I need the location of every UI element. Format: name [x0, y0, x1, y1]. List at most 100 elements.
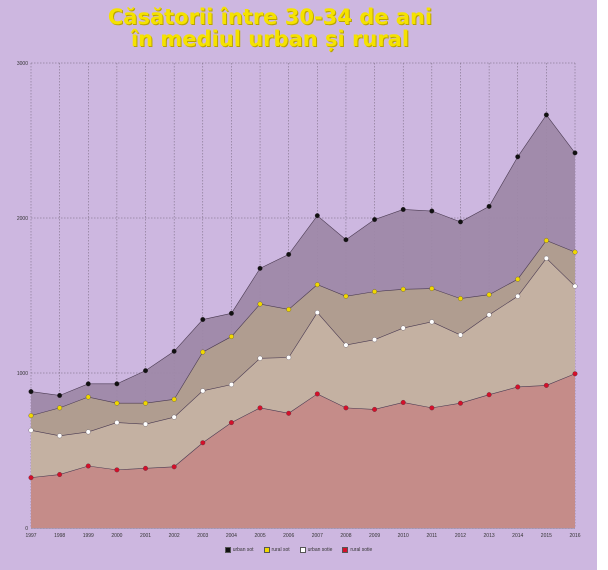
data-point-urban-sotie: [486, 312, 492, 318]
legend-swatch: [224, 547, 231, 553]
x-tick-label: 2015: [541, 533, 552, 539]
legend-swatch: [342, 547, 349, 553]
data-point-rural-sot: [286, 307, 292, 312]
chart-title-line-1: Căsătorii între 30-34 de ani: [107, 5, 433, 29]
x-tick-label: 2011: [426, 533, 437, 539]
x-tick-label: 2007: [312, 533, 323, 539]
data-point-urban-sot: [572, 150, 578, 156]
data-point-rural-sotie: [400, 400, 406, 405]
legend-item: urban sotie: [299, 547, 333, 553]
x-tick-label: 2012: [455, 533, 466, 539]
data-point-rural-sot: [228, 334, 234, 340]
data-point-rural-sot: [85, 394, 91, 400]
x-tick-label: 2016: [569, 533, 580, 539]
data-point-urban-sotie: [257, 355, 263, 361]
data-point-rural-sot: [372, 289, 378, 295]
data-point-urban-sot: [515, 154, 521, 160]
line-rural-sot: [30, 240, 576, 416]
data-point-urban-sot: [228, 310, 234, 316]
data-point-rural-sot: [486, 292, 492, 298]
area-rural-sotie: [31, 373, 575, 528]
data-point-rural-sotie: [515, 384, 521, 390]
data-point-rural-sot: [400, 286, 406, 292]
legend-label: rural sot: [271, 547, 290, 553]
legend-item: rural sotie: [342, 547, 372, 553]
data-point-urban-sot: [429, 208, 435, 214]
line-rural-sotie: [30, 373, 576, 478]
data-point-rural-sotie: [572, 371, 578, 377]
x-tick-label: 2009: [369, 533, 380, 539]
data-point-urban-sotie: [143, 421, 148, 427]
data-point-urban-sotie: [343, 342, 349, 348]
data-point-rural-sotie: [429, 405, 435, 411]
data-point-urban-sotie: [429, 319, 435, 325]
data-point-rural-sotie: [314, 391, 320, 397]
data-point-urban-sot: [400, 207, 406, 212]
chart-title-line-2: în mediul urban și rural: [130, 27, 410, 51]
data-point-urban-sot: [200, 317, 206, 322]
data-point-urban-sotie: [515, 293, 521, 299]
data-point-urban-sot: [286, 251, 292, 257]
y-tick-label: 1000: [17, 371, 28, 377]
x-tick-label: 2008: [340, 533, 351, 539]
line-urban-sot: [30, 114, 576, 396]
data-point-urban-sotie: [543, 255, 549, 261]
x-tick-label: 1998: [54, 533, 65, 539]
data-point-rural-sot: [57, 405, 63, 411]
data-point-urban-sot: [543, 112, 549, 118]
data-point-urban-sot: [171, 348, 177, 354]
data-point-urban-sot: [143, 368, 148, 374]
data-point-rural-sot: [572, 249, 578, 255]
data-point-rural-sot: [543, 238, 549, 243]
data-point-rural-sot: [200, 349, 206, 355]
data-point-urban-sot: [458, 219, 463, 225]
data-point-rural-sot: [515, 276, 521, 282]
legend-label: urban sotie: [307, 547, 333, 553]
data-point-rural-sotie: [200, 440, 206, 446]
x-tick-label: 2005: [254, 533, 265, 539]
data-point-rural-sot: [458, 296, 463, 302]
data-point-urban-sotie: [372, 337, 378, 343]
y-tick-label: 2000: [17, 216, 28, 222]
x-tick-label: 1997: [25, 533, 36, 539]
data-point-rural-sotie: [57, 472, 63, 477]
data-point-urban-sot: [28, 389, 34, 395]
x-tick-label: 2000: [111, 533, 122, 539]
data-point-urban-sotie: [314, 310, 320, 315]
data-point-rural-sotie: [28, 475, 34, 481]
data-point-urban-sotie: [228, 382, 234, 388]
data-point-rural-sotie: [228, 420, 234, 426]
data-point-urban-sotie: [57, 433, 63, 439]
legend-item: rural sot: [263, 547, 290, 553]
data-point-rural-sot: [114, 400, 120, 406]
legend-swatch: [263, 547, 270, 553]
legend-swatch: [299, 547, 306, 553]
legend-label: rural sotie: [350, 547, 373, 553]
x-tick-label: 2003: [197, 533, 208, 539]
data-point-urban-sotie: [28, 427, 34, 433]
data-point-urban-sot: [372, 217, 378, 222]
data-point-urban-sot: [114, 381, 120, 387]
data-point-urban-sotie: [85, 429, 91, 435]
data-point-rural-sotie: [372, 406, 378, 412]
data-point-rural-sotie: [257, 405, 263, 411]
data-point-urban-sotie: [400, 325, 406, 331]
x-tick-label: 2004: [226, 533, 237, 539]
y-tick-label: 0: [25, 526, 28, 532]
data-point-rural-sotie: [85, 463, 91, 469]
data-point-urban-sot: [85, 381, 91, 387]
line-urban-sotie: [30, 257, 576, 437]
data-point-rural-sot: [257, 301, 263, 307]
legend-label: urban sot: [232, 547, 254, 553]
data-point-rural-sot: [343, 293, 349, 299]
data-point-urban-sotie: [572, 283, 578, 289]
data-point-rural-sot: [314, 282, 320, 288]
data-point-rural-sotie: [543, 382, 549, 388]
data-point-urban-sot: [257, 265, 263, 271]
data-point-rural-sotie: [114, 467, 120, 473]
data-point-rural-sot: [143, 400, 148, 406]
data-point-rural-sot: [429, 286, 435, 291]
data-point-urban-sot: [486, 203, 492, 209]
x-tick-label: 2002: [169, 533, 180, 539]
